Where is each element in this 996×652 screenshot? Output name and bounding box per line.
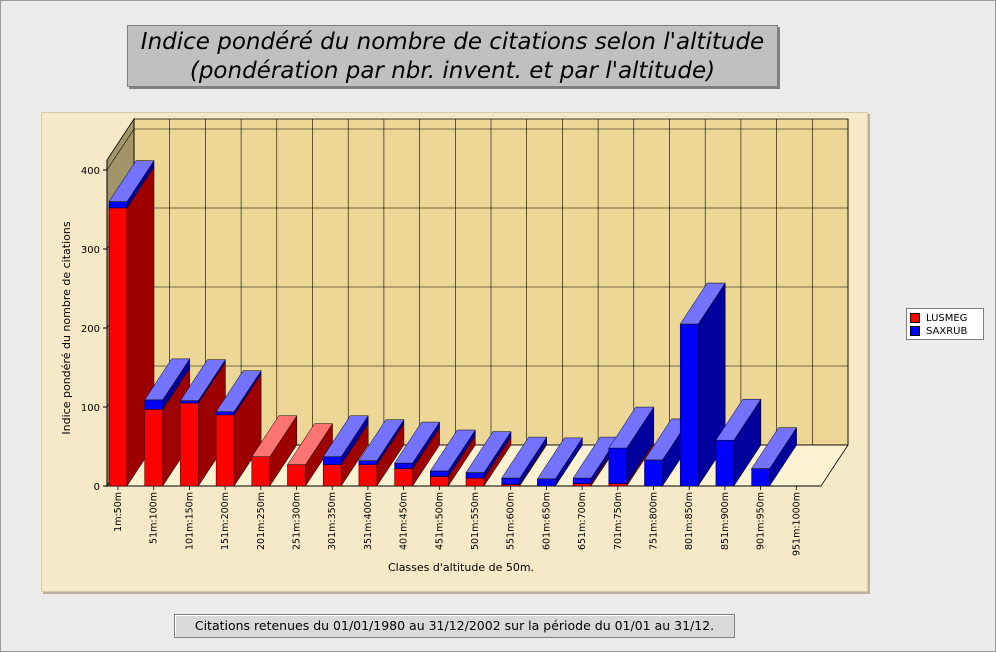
bar-front-saxrub bbox=[215, 411, 235, 416]
bar-front-saxrub bbox=[322, 456, 342, 465]
bar-front-saxrub bbox=[537, 478, 556, 487]
bar-top bbox=[394, 421, 441, 464]
legend-label-lusmeg: LUSMEG bbox=[926, 312, 968, 324]
bar-top bbox=[608, 406, 655, 449]
bar-top bbox=[287, 423, 333, 465]
legend-swatch-lusmeg bbox=[910, 313, 920, 323]
bar-top bbox=[536, 437, 583, 480]
bar-front-saxrub bbox=[608, 447, 628, 484]
legend-swatch-saxrub bbox=[910, 326, 920, 336]
x-tick-label: 501m:550m bbox=[470, 492, 481, 550]
bar-front-saxrub bbox=[180, 400, 199, 404]
legend-label-saxrub: SAXRUB bbox=[926, 325, 968, 337]
bar-front-saxrub bbox=[394, 462, 413, 469]
x-tick-label: 801m:850m bbox=[684, 492, 695, 550]
bar-front-lusmeg bbox=[358, 464, 378, 487]
bar-top bbox=[715, 398, 762, 441]
bar-top bbox=[429, 429, 476, 472]
bar-front-lusmeg bbox=[180, 402, 199, 487]
x-tick-label: 701m:750m bbox=[613, 492, 624, 550]
bar-front-lusmeg bbox=[108, 207, 128, 487]
bar-top bbox=[322, 415, 369, 458]
chart-title-line2: (pondération par nbr. invent. et par l'a… bbox=[189, 58, 716, 84]
bar-front-saxrub bbox=[679, 323, 699, 487]
bar-top bbox=[465, 431, 512, 473]
x-tick-label: 251m:300m bbox=[292, 492, 303, 550]
x-tick-label: 301m:350m bbox=[327, 492, 338, 550]
bar-front-saxrub bbox=[108, 201, 128, 209]
x-tick-label: 351m:400m bbox=[363, 492, 374, 550]
bar-top bbox=[215, 370, 262, 412]
bar-top bbox=[358, 419, 405, 461]
bar-front-lusmeg bbox=[394, 468, 413, 487]
bar-top bbox=[501, 436, 548, 479]
x-tick-label: 1m:50m bbox=[113, 492, 124, 532]
x-tick-label: 901m:950m bbox=[756, 492, 767, 550]
x-tick-label: 151m:200m bbox=[220, 492, 231, 550]
x-tick-label: 851m:900m bbox=[720, 492, 731, 550]
x-tick-label: 401m:450m bbox=[399, 492, 410, 550]
chart-title-box: Indice pondéré du nombre de citations se… bbox=[127, 25, 778, 87]
chart-legend: LUSMEG SAXRUB bbox=[906, 308, 984, 340]
y-tick-label: 0 bbox=[94, 482, 100, 493]
bar-front-lusmeg bbox=[430, 476, 449, 487]
footer-caption: Citations retenues du 01/01/1980 au 31/1… bbox=[174, 614, 735, 638]
bar-front-saxrub bbox=[751, 468, 770, 487]
bar-top bbox=[751, 427, 798, 469]
bar-front-lusmeg bbox=[144, 409, 163, 487]
y-axis-label: Indice pondéré du nombre de citations bbox=[60, 221, 73, 434]
chart-title-line1: Indice pondéré du nombre de citations se… bbox=[140, 29, 765, 55]
x-tick-label: 101m:150m bbox=[184, 492, 195, 550]
legend-item-lusmeg: LUSMEG bbox=[910, 312, 967, 324]
x-tick-label: 201m:250m bbox=[256, 492, 267, 550]
bar-top bbox=[679, 282, 726, 325]
bar-top bbox=[108, 160, 155, 202]
gridline-side bbox=[106, 128, 135, 171]
bar-front-lusmeg bbox=[251, 456, 271, 487]
bar-top bbox=[144, 358, 191, 401]
y-tick-label: 300 bbox=[81, 245, 100, 256]
legend-item-saxrub: SAXRUB bbox=[910, 325, 967, 337]
bar-front-saxrub bbox=[465, 472, 485, 479]
x-tick-label: 51m:100m bbox=[149, 492, 160, 544]
x-tick-label: 651m:700m bbox=[577, 492, 588, 550]
bar-front-saxrub bbox=[501, 477, 520, 485]
x-axis-label: Classes d'altitude de 50m. bbox=[388, 561, 534, 574]
x-tick-label: 451m:500m bbox=[434, 492, 445, 550]
x-tick-label: 601m:650m bbox=[541, 492, 552, 550]
bar-front-lusmeg bbox=[465, 477, 485, 487]
x-tick-label: 751m:800m bbox=[649, 492, 660, 550]
bar-front-lusmeg bbox=[572, 483, 592, 487]
bar-top bbox=[251, 415, 298, 458]
bar-front-lusmeg bbox=[608, 483, 628, 487]
y-tick-label: 200 bbox=[81, 324, 100, 335]
bar-front-saxrub bbox=[715, 439, 735, 487]
bar-front-saxrub bbox=[144, 399, 163, 410]
y-tick-label: 100 bbox=[81, 403, 100, 414]
bar-front-saxrub bbox=[358, 460, 378, 465]
bar-front-saxrub bbox=[430, 470, 449, 477]
bar-front-lusmeg bbox=[322, 464, 342, 487]
bar-front-lusmeg bbox=[287, 464, 306, 487]
x-tick-label: 551m:600m bbox=[506, 492, 517, 550]
x-tick-label: 951m:1000m bbox=[791, 492, 802, 556]
bar-top bbox=[179, 359, 226, 401]
bar-front-saxrub bbox=[572, 477, 592, 484]
bar-front-lusmeg bbox=[215, 414, 235, 487]
y-tick-label: 400 bbox=[81, 166, 100, 177]
bar-front-saxrub bbox=[644, 459, 663, 487]
